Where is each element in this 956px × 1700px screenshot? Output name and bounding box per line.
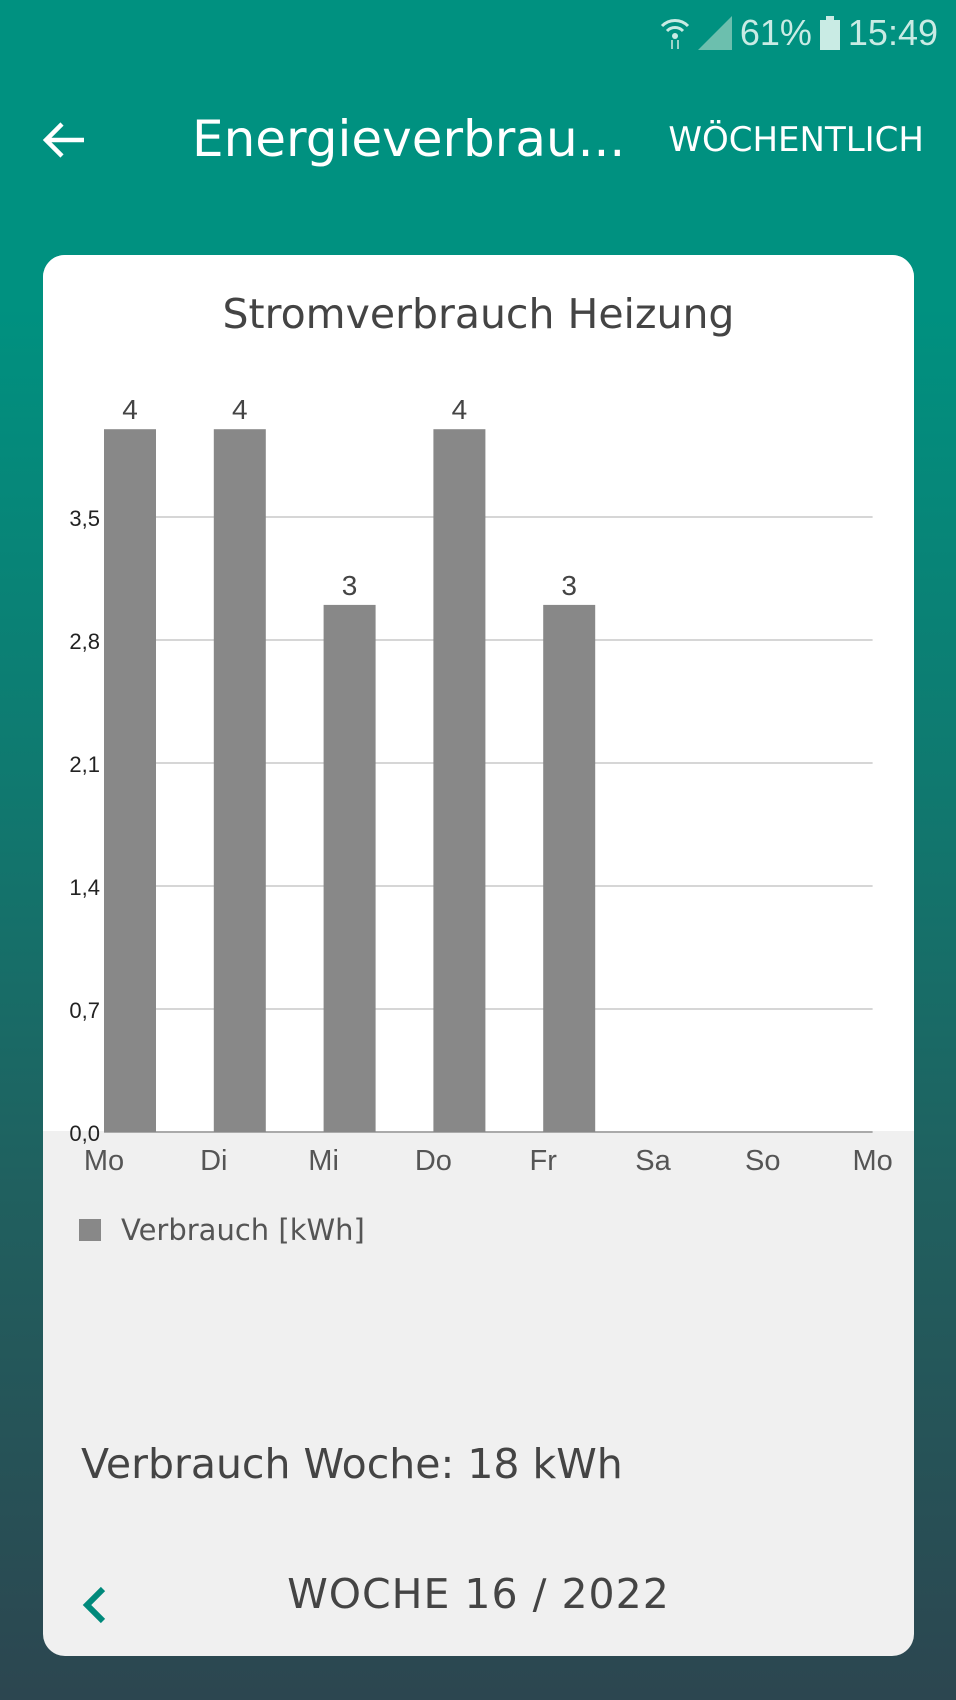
x-tick-label: Di bbox=[200, 1145, 227, 1175]
bar bbox=[104, 429, 156, 1132]
y-tick-label: 2,1 bbox=[69, 752, 100, 777]
battery-percent: 61% bbox=[739, 12, 812, 53]
battery-icon bbox=[819, 16, 840, 50]
weekly-total: Verbrauch Woche: 18 kWh bbox=[81, 1440, 623, 1488]
chevron-left-icon[interactable] bbox=[73, 1575, 113, 1635]
y-tick-label: 3,5 bbox=[69, 506, 100, 531]
wifi-icon bbox=[660, 19, 689, 49]
data-label: 4 bbox=[232, 394, 248, 425]
bar-chart: 0,0 0,7 1,4 2,1 2,8 3,5 Mo Di Mi Do Fr Sa So Mo 4 4 3 4 3 bbox=[69, 394, 892, 1175]
legend-swatch bbox=[79, 1219, 101, 1241]
clock: 15:49 bbox=[847, 12, 938, 53]
x-tick-label: Mi bbox=[308, 1145, 339, 1175]
x-tick-label: So bbox=[745, 1145, 780, 1175]
page-title: Energieverbrau... bbox=[192, 110, 626, 168]
x-tick-label: Mo bbox=[852, 1145, 892, 1175]
bar bbox=[433, 429, 486, 1132]
bar bbox=[543, 604, 596, 1132]
week-label: WOCHE 16 / 2022 bbox=[287, 1570, 670, 1618]
y-tick-label: 2,8 bbox=[69, 629, 100, 654]
chart-card: Stromverbrauch Heizung 0,0 0,7 1,4 2,1 2,8 3,… bbox=[43, 255, 914, 1656]
app-bar: Energieverbrau... WÖCHENTLICH bbox=[0, 100, 956, 180]
data-label: 3 bbox=[342, 570, 358, 601]
y-tick-label: 0,7 bbox=[69, 998, 100, 1023]
data-label: 4 bbox=[122, 394, 138, 425]
status-bar: 61% 15:49 bbox=[660, 8, 938, 58]
x-tick-label: Fr bbox=[530, 1145, 558, 1175]
legend: Verbrauch [kWh] bbox=[79, 1213, 365, 1247]
bar bbox=[213, 429, 266, 1132]
data-label: 4 bbox=[452, 394, 468, 425]
x-tick-label: Do bbox=[415, 1145, 452, 1175]
bar bbox=[323, 604, 376, 1132]
x-tick-label: Sa bbox=[635, 1145, 671, 1175]
y-tick-label: 1,4 bbox=[69, 875, 100, 900]
signal-icon bbox=[697, 16, 732, 50]
arrow-left-icon[interactable] bbox=[40, 116, 88, 164]
legend-label: Verbrauch [kWh] bbox=[121, 1213, 365, 1247]
chart-title: Stromverbrauch Heizung bbox=[222, 290, 735, 338]
weekly-toggle-button[interactable]: WÖCHENTLICH bbox=[668, 120, 924, 160]
x-tick-label: Mo bbox=[84, 1145, 124, 1175]
data-label: 3 bbox=[561, 570, 577, 601]
y-tick-label: 0,0 bbox=[69, 1121, 100, 1146]
